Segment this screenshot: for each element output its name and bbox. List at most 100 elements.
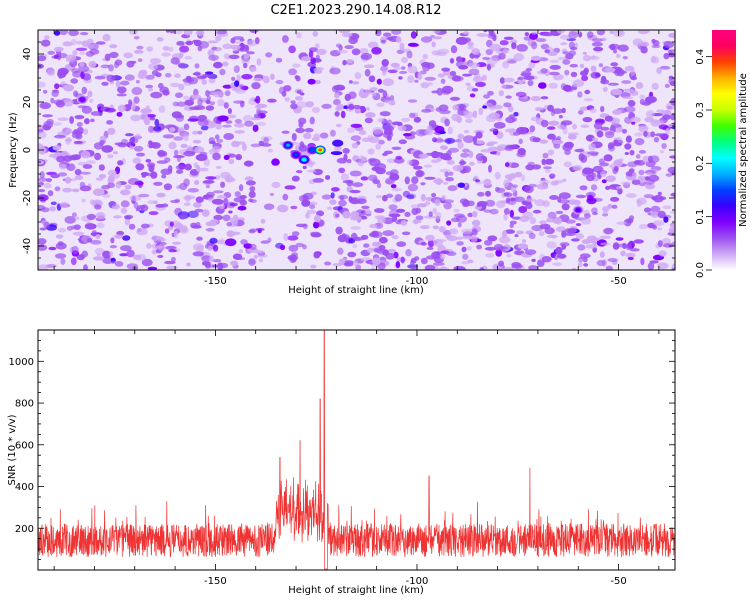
spectrogram-cell xyxy=(501,84,507,89)
spectrogram-cell xyxy=(307,78,316,85)
spectrogram-cell xyxy=(56,155,65,163)
spectrogram-cell xyxy=(607,142,615,150)
spectrogram-cell xyxy=(469,161,475,166)
spectrogram-cell xyxy=(176,157,181,162)
spectrogram-cell xyxy=(553,47,561,54)
spectrogram-cell xyxy=(88,60,97,68)
spectrogram-cell xyxy=(657,227,662,231)
spectrogram-cell xyxy=(275,57,283,63)
spectrogram-cell xyxy=(185,75,192,82)
spectrogram-cell xyxy=(170,82,181,88)
spectrogram-cell xyxy=(57,117,69,121)
spectrogram-cell xyxy=(650,119,661,127)
spectrogram-cell xyxy=(435,107,442,112)
spectrogram-cell xyxy=(441,85,454,94)
spectrogram-cell xyxy=(546,218,554,223)
spectrogram-cell xyxy=(577,258,584,263)
spectrogram-cell xyxy=(503,192,513,198)
spectrogram-cell xyxy=(164,73,172,78)
spectrogram-cell xyxy=(343,262,354,267)
spectrogram-cell xyxy=(542,152,549,159)
spectrogram-cell xyxy=(483,209,492,213)
spectrogram-cell xyxy=(238,249,244,254)
spectrogram-cell xyxy=(617,44,629,52)
spectrogram-cell xyxy=(360,52,372,61)
spectrogram-cell xyxy=(383,150,393,155)
spectrogram-cell xyxy=(183,178,190,187)
spectrogram-cell xyxy=(321,103,332,109)
spectrogram-cell xyxy=(50,173,60,179)
spectrogram-cell xyxy=(123,52,134,59)
spectrogram-cell xyxy=(549,64,561,70)
spectrogram-cell xyxy=(282,35,289,43)
spectrogram-cell xyxy=(426,246,434,250)
spectrogram-cell xyxy=(625,135,633,143)
spectrogram-cell xyxy=(116,111,123,117)
y-tick-label: 40 xyxy=(22,48,33,61)
spectrogram-cell xyxy=(113,151,118,155)
spectrogram-cell xyxy=(463,129,470,134)
spectrogram-cell xyxy=(422,53,428,60)
spectrogram-cell xyxy=(653,136,660,143)
spectrogram-cell xyxy=(423,164,433,168)
spectrogram-cell xyxy=(302,165,307,170)
spectrogram-cell xyxy=(344,45,354,50)
spectrogram-cell xyxy=(593,46,604,52)
spectrogram-cell xyxy=(312,106,320,114)
spectrogram-cell xyxy=(176,169,184,174)
spectrogram-cell xyxy=(367,134,374,141)
spectrogram-cell xyxy=(212,91,225,98)
spectrogram-cell xyxy=(128,223,136,230)
spectrogram-cell xyxy=(651,196,658,201)
spectrogram-cell xyxy=(582,54,592,62)
spectrogram-cell xyxy=(200,76,207,80)
spectrogram-cell xyxy=(385,252,395,260)
spectrogram-cell xyxy=(671,241,675,246)
spectrogram-cell xyxy=(55,242,67,250)
spectrogram-cell xyxy=(489,208,499,215)
spectrogram-cell xyxy=(508,173,517,180)
spectrogram-cell xyxy=(73,140,84,144)
spectrogram-cell xyxy=(352,81,360,85)
spectrogram-cell xyxy=(496,246,508,250)
spectrogram-cell xyxy=(313,133,321,139)
spectrogram-cell xyxy=(520,72,532,77)
spectrogram-cell xyxy=(319,132,329,139)
spectrogram-cell xyxy=(459,159,465,166)
spectrogram-cell xyxy=(192,139,202,144)
spectrogram-cell xyxy=(483,178,492,186)
spectrogram-cell xyxy=(335,213,340,218)
spectrogram-cell xyxy=(600,75,607,84)
spectrogram-cell xyxy=(205,221,218,227)
spectrogram-cell xyxy=(271,158,280,166)
spectrogram-cell xyxy=(620,181,631,185)
spectrogram-cell xyxy=(438,226,446,233)
spectrogram-cell xyxy=(462,37,471,43)
spectrogram-cell xyxy=(173,136,184,141)
spectrogram-cell xyxy=(256,108,262,115)
spectrogram-cell xyxy=(382,230,395,237)
spectrogram-cell xyxy=(308,50,314,59)
spectrogram-cell xyxy=(47,69,56,77)
spectrogram-cell xyxy=(377,118,385,123)
spectrogram-cell xyxy=(401,66,406,70)
spectrogram-cell xyxy=(303,132,312,140)
spectrogram-cell xyxy=(337,234,347,243)
spectrogram-cell xyxy=(650,205,661,213)
spectrogram-cell xyxy=(109,51,119,59)
spectrogram-cell xyxy=(363,64,375,69)
spectrogram-cell xyxy=(572,267,576,270)
spectrogram-cell xyxy=(89,199,95,205)
spectrogram-cell xyxy=(222,214,231,222)
spectrogram-cell xyxy=(106,74,116,83)
spectrogram-cell xyxy=(521,239,527,243)
spectrogram-cell xyxy=(548,173,556,179)
x-tick-label: -50 xyxy=(610,276,626,287)
spectrogram-cell xyxy=(197,118,209,127)
spectrogram-cell xyxy=(538,82,547,89)
spectrogram-cell xyxy=(352,104,361,110)
spectrogram-cell xyxy=(650,211,660,218)
spectrogram-cell xyxy=(349,215,362,221)
spectrogram-cell xyxy=(149,116,156,121)
spectrogram-cell xyxy=(410,259,415,267)
